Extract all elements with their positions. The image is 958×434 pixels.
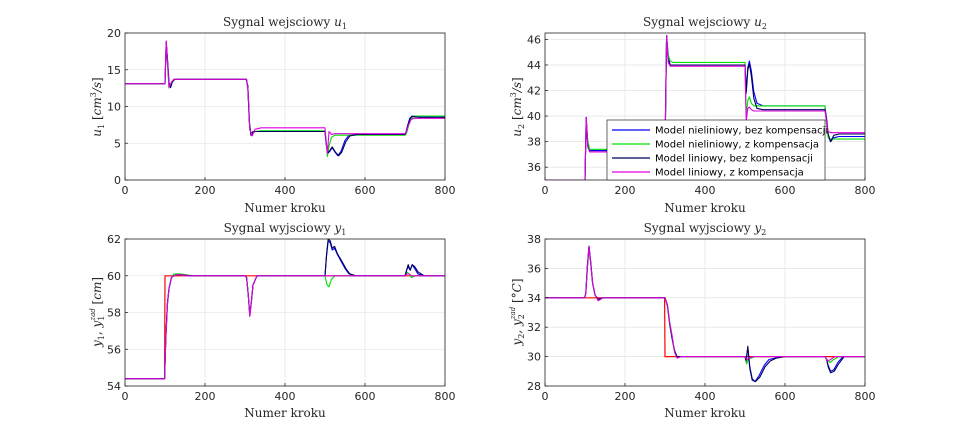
- chart-u2-ylabel: u2 [cm3/s]: [509, 77, 526, 136]
- y1-series-lin-comp: [125, 273, 445, 380]
- y1-x-tick-label: 0: [122, 390, 129, 403]
- chart-y1: Sygnal wyjsciowy y1 0 200 400 600 800 54 56 58 6…: [89, 221, 456, 420]
- chart-y2: Sygnal wyjsciowy y2 0 200 400 600 800 28 30 32 3…: [509, 221, 876, 420]
- y2-x-tick-label: 0: [542, 390, 549, 403]
- y1-y-tick-label: 56: [107, 343, 121, 356]
- y1-y-tick-label: 62: [107, 233, 121, 246]
- legend-label: Model nieliniowy, bez kompensacji: [655, 126, 828, 137]
- u1-y-tick-label: 20: [107, 27, 121, 40]
- chart-u1-title: Sygnal wejsciowy u1: [223, 15, 347, 31]
- y2-x-tick-label: 600: [775, 390, 796, 403]
- u2-y-tick-label: 38: [527, 136, 541, 149]
- y2-y-tick-label: 28: [527, 380, 541, 393]
- chart-u1-xlabel: Numer kroku: [244, 201, 326, 215]
- legend-label: Model nieliniowy, z kompensacja: [655, 140, 819, 151]
- u1-y-tick-label: 0: [114, 174, 121, 187]
- chart-y2-plot: 0 200 400 600 800 28 30 32 34 36 38: [527, 233, 876, 403]
- chart-y1-title: Sygnal wyjsciowy y1: [224, 221, 347, 237]
- u1-x-tick-label: 400: [275, 184, 296, 197]
- y2-x-tick-label: 400: [695, 390, 716, 403]
- chart-y1-xlabel: Numer kroku: [244, 406, 326, 420]
- y2-x-tick-label: 800: [855, 390, 876, 403]
- chart-y2-xlabel: Numer kroku: [664, 406, 746, 420]
- legend: Model nieliniowy, bez kompensacji Model …: [606, 119, 828, 181]
- y2-series-group: [545, 245, 865, 383]
- y1-series-group: [125, 239, 445, 380]
- y2-y-tick-label: 34: [527, 292, 541, 305]
- y1-x-tick-label: 800: [435, 390, 456, 403]
- u2-series-group: [545, 35, 865, 180]
- y1-y-tick-label: 58: [107, 307, 121, 320]
- legend-entry: Model liniowy, bez kompensacji: [612, 154, 813, 165]
- legend-entry: Model liniowy, z kompensacja: [612, 168, 804, 179]
- chart-y1-ylabel: y1, y1zad [cm]: [89, 277, 106, 348]
- u1-x-tick-label: 800: [435, 184, 456, 197]
- y2-y-tick-label: 36: [527, 262, 541, 275]
- y1-y-tick-label: 60: [107, 270, 121, 283]
- u2-x-tick-label: 600: [775, 184, 796, 197]
- y2-series-lin-comp: [545, 245, 865, 362]
- chart-y2-title: Sygnal wyjsciowy y2: [644, 221, 767, 237]
- y2-x-tick-label: 200: [615, 390, 636, 403]
- y2-y-tick-label: 30: [527, 351, 541, 364]
- u2-series-lin-comp: [545, 35, 865, 180]
- y1-x-tick-label: 600: [355, 390, 376, 403]
- u2-y-tick-label: 42: [527, 85, 541, 98]
- legend-label: Model liniowy, bez kompensacji: [655, 154, 813, 165]
- u2-y-tick-label: 44: [527, 59, 541, 72]
- chart-u2-title: Sygnal wejsciowy u2: [643, 15, 767, 31]
- chart-u1-ylabel: u1 [cm3/s]: [89, 77, 106, 136]
- u2-x-tick-label: 400: [695, 184, 716, 197]
- legend-entry: Model nieliniowy, z kompensacja: [612, 140, 819, 151]
- u2-y-tick-label: 36: [527, 161, 541, 174]
- u2-x-tick-label: 200: [615, 184, 636, 197]
- y2-y-tick-label: 38: [527, 233, 541, 246]
- chart-u1-plot: 0 200 400 600 800 0 5 10 15 20: [107, 27, 456, 197]
- legend-entry: Model nieliniowy, bez kompensacji: [612, 126, 828, 137]
- u1-y-tick-label: 10: [107, 101, 121, 114]
- u1-x-tick-label: 0: [122, 184, 129, 197]
- u1-y-tick-label: 5: [114, 137, 121, 150]
- chart-y1-plot: 0 200 400 600 800 54 56 58 60 62: [107, 233, 456, 403]
- y1-x-tick-label: 200: [195, 390, 216, 403]
- legend-label: Model liniowy, z kompensacja: [655, 168, 804, 179]
- u1-y-tick-label: 15: [107, 64, 121, 77]
- y1-y-tick-label: 54: [107, 380, 121, 393]
- y1-x-tick-label: 400: [275, 390, 296, 403]
- u1-x-tick-label: 200: [195, 184, 216, 197]
- u1-series-lin-comp: [125, 40, 445, 155]
- chart-u2-xlabel: Numer kroku: [664, 201, 746, 215]
- chart-y2-ylabel: y2, y2zad [°C]: [509, 278, 526, 346]
- u2-y-tick-label: 46: [527, 33, 541, 46]
- chart-u1: Sygnal wejsciowy u1 0 200 400 600 800 0 5 10 15 2…: [89, 15, 456, 215]
- u2-x-tick-label: 0: [542, 184, 549, 197]
- u2-x-tick-label: 800: [855, 184, 876, 197]
- u1-series-group: [125, 40, 445, 158]
- chart-u2: Sygnal wejsciowy u2 0 200 400 600 800 36 38 40 4…: [509, 15, 876, 215]
- u1-x-tick-label: 600: [355, 184, 376, 197]
- y2-y-tick-label: 32: [527, 321, 541, 334]
- u2-y-tick-label: 40: [527, 110, 541, 123]
